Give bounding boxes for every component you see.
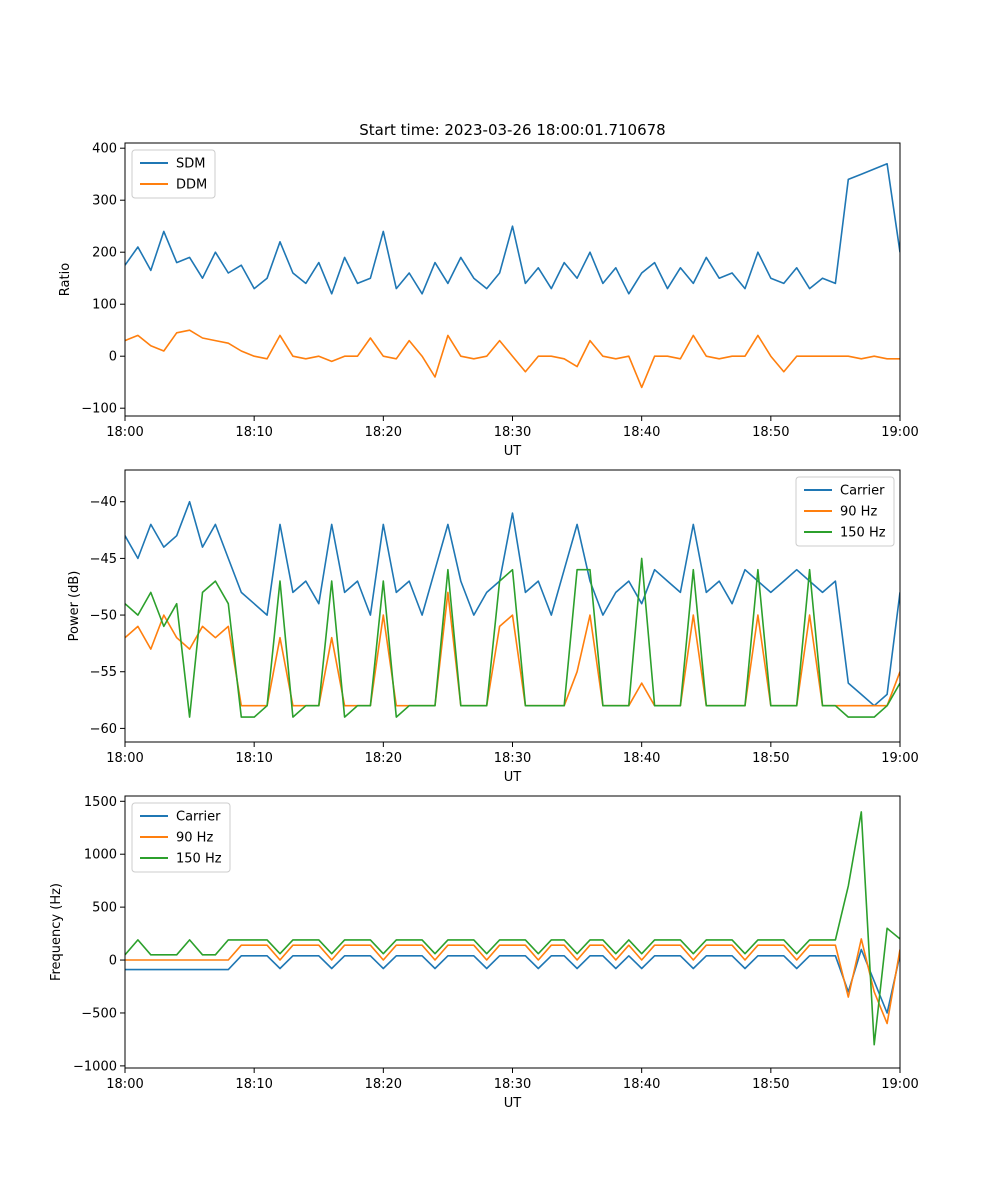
y-tick-label: 200 bbox=[92, 246, 117, 261]
x-tick-label: 18:40 bbox=[623, 1077, 660, 1092]
y-axis-label: Power (dB) bbox=[67, 571, 82, 642]
x-tick-label: 18:20 bbox=[365, 425, 402, 440]
y-axis-label: Ratio bbox=[58, 263, 73, 296]
chart-title: Start time: 2023-03-26 18:00:01.710678 bbox=[359, 121, 665, 139]
x-tick-label: 18:10 bbox=[235, 751, 272, 766]
y-tick-label: 0 bbox=[109, 954, 117, 969]
x-tick-label: 18:30 bbox=[494, 751, 531, 766]
y-tick-label: 300 bbox=[92, 194, 117, 209]
x-tick-label: 18:00 bbox=[106, 751, 143, 766]
x-tick-label: 18:20 bbox=[365, 1077, 402, 1092]
y-tick-label: −1000 bbox=[73, 1059, 117, 1074]
series-line-150-hz bbox=[125, 557, 900, 718]
x-tick-label: 18:30 bbox=[494, 425, 531, 440]
legend-label: 150 Hz bbox=[840, 526, 886, 541]
x-tick-label: 19:00 bbox=[881, 425, 918, 440]
legend-label: Carrier bbox=[176, 810, 221, 825]
legend-box bbox=[795, 476, 895, 547]
series-line-150-hz bbox=[125, 811, 900, 1046]
x-tick-label: 19:00 bbox=[881, 1077, 918, 1092]
x-tick-label: 18:10 bbox=[235, 425, 272, 440]
axes-frame bbox=[124, 142, 901, 417]
y-tick-label: 100 bbox=[92, 298, 117, 313]
x-tick-label: 18:40 bbox=[623, 425, 660, 440]
y-tick-label: −100 bbox=[81, 402, 117, 417]
legend: Carrier 90 Hz 150 Hz bbox=[795, 476, 895, 547]
x-tick-label: 18:10 bbox=[235, 1077, 272, 1092]
legend-label: DDM bbox=[176, 178, 207, 193]
y-tick-label: 1000 bbox=[84, 848, 117, 863]
legend: Carrier 90 Hz 150 Hz bbox=[131, 802, 231, 873]
x-tick-label: 18:00 bbox=[106, 425, 143, 440]
x-axis-label: UT bbox=[504, 444, 522, 459]
chart-panel-3: 18:00 18:10 18:20 18:30 18:40 18:50 19:00 −1000… bbox=[49, 795, 919, 1111]
y-tick-label: 400 bbox=[92, 142, 117, 157]
x-tick-label: 19:00 bbox=[881, 751, 918, 766]
y-tick-label: −500 bbox=[81, 1006, 117, 1021]
x-axis-label: UT bbox=[504, 770, 522, 785]
y-axis-label: Frequency (Hz) bbox=[49, 883, 64, 981]
legend-box bbox=[131, 802, 231, 873]
legend: SDM DDM bbox=[131, 149, 216, 199]
x-tick-label: 18:00 bbox=[106, 1077, 143, 1092]
y-tick-label: −55 bbox=[90, 665, 117, 680]
x-tick-label: 18:50 bbox=[752, 425, 789, 440]
legend-label: 150 Hz bbox=[176, 852, 222, 867]
series-line-ddm bbox=[125, 329, 900, 389]
y-tick-label: −45 bbox=[90, 552, 117, 567]
x-tick-label: 18:50 bbox=[752, 1077, 789, 1092]
chart-panel-1: 18:00 18:10 18:20 18:30 18:40 18:50 19:00 −100 0… bbox=[58, 121, 919, 459]
chart-panel-2: 18:00 18:10 18:20 18:30 18:40 18:50 19:00 −60 −5… bbox=[67, 469, 919, 785]
series-line-90-hz bbox=[125, 938, 900, 1025]
y-tick-label: −50 bbox=[90, 609, 117, 624]
axes-frame bbox=[124, 795, 901, 1069]
y-tick-label: 1500 bbox=[84, 795, 117, 810]
y-tick-label: −60 bbox=[90, 722, 117, 737]
x-axis-label: UT bbox=[504, 1096, 522, 1111]
x-tick-label: 18:50 bbox=[752, 751, 789, 766]
y-tick-label: 0 bbox=[109, 350, 117, 365]
series-line-sdm bbox=[125, 163, 900, 295]
x-tick-label: 18:40 bbox=[623, 751, 660, 766]
y-tick-label: 500 bbox=[92, 901, 117, 916]
series-line-carrier bbox=[125, 948, 900, 1014]
series-line-carrier bbox=[125, 500, 900, 707]
legend-label: SDM bbox=[176, 157, 205, 172]
series-line-90-hz bbox=[125, 591, 900, 707]
y-tick-label: −40 bbox=[90, 495, 117, 510]
legend-label: 90 Hz bbox=[840, 505, 877, 520]
legend-label: Carrier bbox=[840, 484, 885, 499]
x-tick-label: 18:20 bbox=[365, 751, 402, 766]
legend-label: 90 Hz bbox=[176, 831, 213, 846]
x-tick-label: 18:30 bbox=[494, 1077, 531, 1092]
